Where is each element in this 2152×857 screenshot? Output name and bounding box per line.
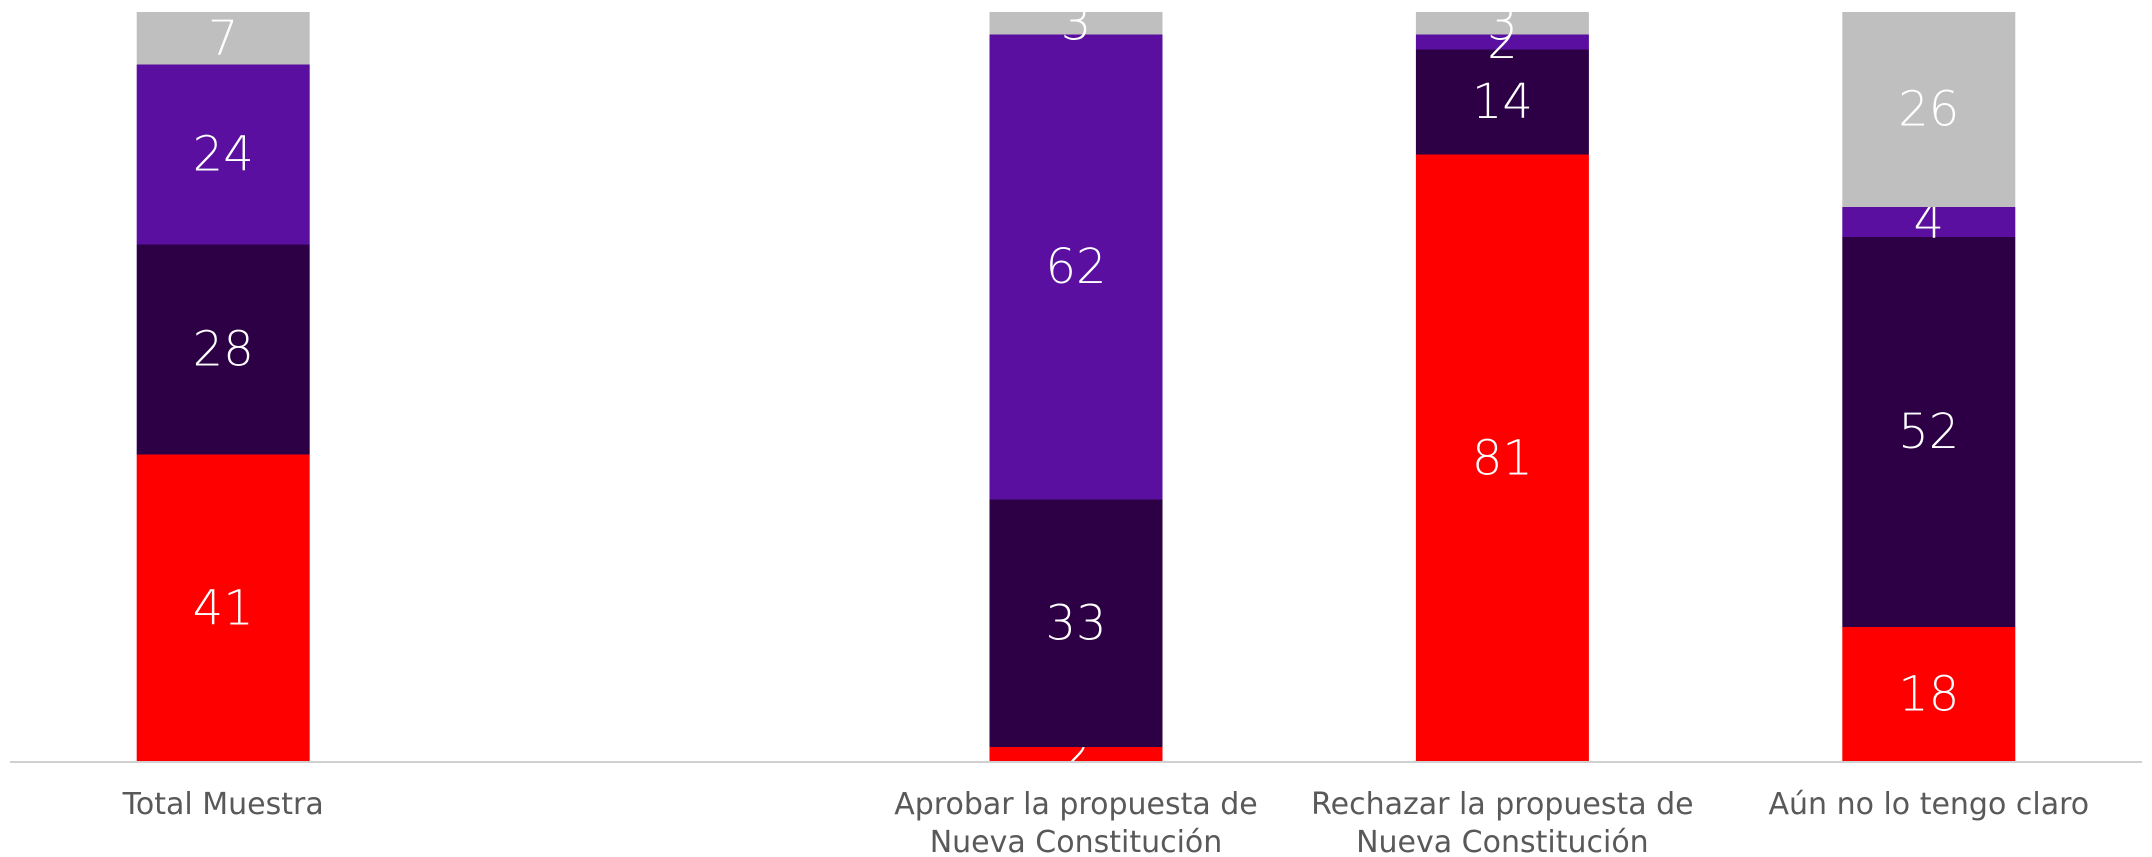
bar-segment	[1842, 207, 2016, 237]
bar-segment	[1415, 49, 1589, 155]
bar-segment	[136, 244, 310, 455]
data-label: 81	[1472, 430, 1533, 486]
data-label: 24	[193, 127, 254, 183]
bar-segment	[989, 12, 1163, 35]
data-label: 52	[1898, 404, 1959, 460]
data-label: 26	[1898, 82, 1959, 138]
data-label: 3	[1061, 0, 1092, 51]
data-label: 14	[1472, 74, 1533, 130]
x-tick-label: Aprobar la propuesta de Nueva Constituci…	[894, 787, 1258, 857]
data-label: 28	[193, 322, 254, 378]
x-tick-label: Rechazar la propuesta de Nueva Constituc…	[1311, 787, 1694, 857]
data-label: 3	[1487, 0, 1518, 51]
data-label: 7	[208, 10, 239, 66]
data-label: 62	[1045, 239, 1106, 295]
bar-segment	[1842, 12, 2016, 207]
bar-segment	[1415, 154, 1589, 762]
bar-segment	[136, 454, 310, 762]
data-label: 18	[1898, 667, 1959, 723]
bar-segment	[989, 747, 1163, 762]
bar-segment	[136, 12, 310, 65]
bar-segment	[1842, 627, 2016, 762]
bar-segment	[1415, 34, 1589, 50]
bar-segment	[989, 499, 1163, 747]
bar-segment	[136, 64, 310, 245]
bar-segment	[1842, 237, 2016, 627]
x-tick-label: Aún no lo tengo claro	[1768, 787, 2090, 822]
x-tick-label: Total Muestra	[122, 787, 324, 822]
bar-segment	[989, 34, 1163, 500]
bar-segment	[1415, 12, 1589, 35]
data-label: 33	[1045, 595, 1106, 651]
data-label: 41	[193, 580, 254, 636]
